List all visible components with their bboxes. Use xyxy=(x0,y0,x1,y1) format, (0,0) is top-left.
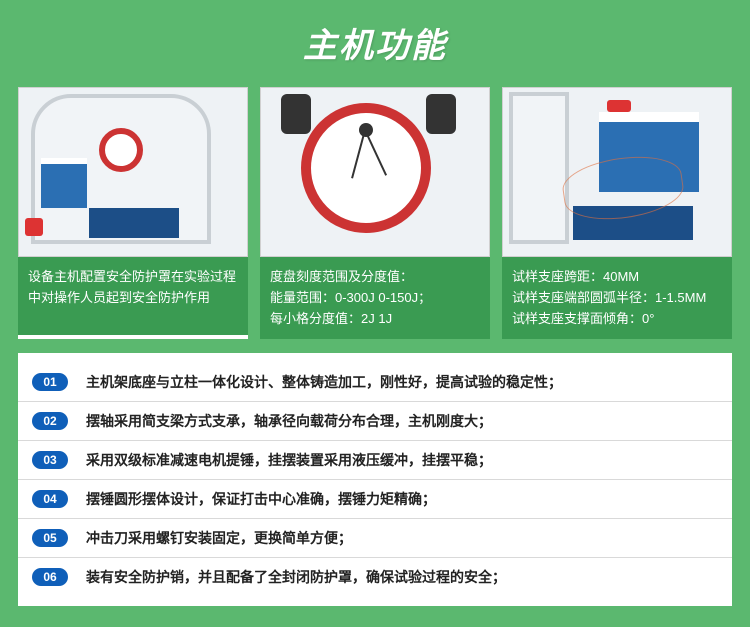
feature-text: 冲击刀采用螺钉安装固定，更换简单方便； xyxy=(86,528,352,548)
card-1: 设备主机配置安全防护罩在实验过程中对操作人员起到安全防护作用 xyxy=(18,87,248,339)
feature-text: 采用双级标准减速电机提锤，挂摆装置采用液压缓冲，挂摆平稳； xyxy=(86,450,492,470)
feature-row: 02 摆轴采用简支梁方式支承，轴承径向载荷分布合理，主机刚度大； xyxy=(18,402,732,441)
feature-text: 摆轴采用简支梁方式支承，轴承径向载荷分布合理，主机刚度大； xyxy=(86,411,492,431)
feature-row: 05 冲击刀采用螺钉安装固定，更换简单方便； xyxy=(18,519,732,558)
card-1-caption: 设备主机配置安全防护罩在实验过程中对操作人员起到安全防护作用 xyxy=(18,257,248,335)
feature-text: 主机架底座与立柱一体化设计、整体铸造加工，刚性好，提高试验的稳定性； xyxy=(86,372,562,392)
card-1-image xyxy=(18,87,248,257)
cards-row: 设备主机配置安全防护罩在实验过程中对操作人员起到安全防护作用 度盘刻度范围及分度… xyxy=(0,87,750,339)
feature-row: 04 摆锤圆形摆体设计，保证打击中心准确，摆锤力矩精确； xyxy=(18,480,732,519)
feature-list: 01 主机架底座与立柱一体化设计、整体铸造加工，刚性好，提高试验的稳定性； 02… xyxy=(18,353,732,606)
feature-badge: 02 xyxy=(32,412,68,430)
card-2-image xyxy=(260,87,490,257)
card-2-caption: 度盘刻度范围及分度值： 能量范围：0-300J 0-150J； 每小格分度值：2… xyxy=(260,257,490,339)
feature-badge: 03 xyxy=(32,451,68,469)
feature-row: 01 主机架底座与立柱一体化设计、整体铸造加工，刚性好，提高试验的稳定性； xyxy=(18,363,732,402)
card-3-caption: 试样支座跨距：40MM 试样支座端部圆弧半径：1-1.5MM 试样支座支撑面倾角… xyxy=(502,257,732,339)
feature-badge: 06 xyxy=(32,568,68,586)
feature-badge: 01 xyxy=(32,373,68,391)
feature-row: 03 采用双级标准减速电机提锤，挂摆装置采用液压缓冲，挂摆平稳； xyxy=(18,441,732,480)
feature-row: 06 装有安全防护销，并且配备了全封闭防护罩，确保试验过程的安全； xyxy=(18,558,732,596)
feature-badge: 05 xyxy=(32,529,68,547)
page-title: 主机功能 xyxy=(0,18,750,67)
card-2: 度盘刻度范围及分度值： 能量范围：0-300J 0-150J； 每小格分度值：2… xyxy=(260,87,490,339)
card-3: 试样支座跨距：40MM 试样支座端部圆弧半径：1-1.5MM 试样支座支撑面倾角… xyxy=(502,87,732,339)
feature-text: 装有安全防护销，并且配备了全封闭防护罩，确保试验过程的安全； xyxy=(86,567,506,587)
header-band: 主机功能 xyxy=(0,0,750,87)
card-3-image xyxy=(502,87,732,257)
page: 主机功能 设备主机配置安全防护罩在实验过程中对操作人员起到安全防护作用 度 xyxy=(0,0,750,606)
feature-badge: 04 xyxy=(32,490,68,508)
feature-text: 摆锤圆形摆体设计，保证打击中心准确，摆锤力矩精确； xyxy=(86,489,436,509)
